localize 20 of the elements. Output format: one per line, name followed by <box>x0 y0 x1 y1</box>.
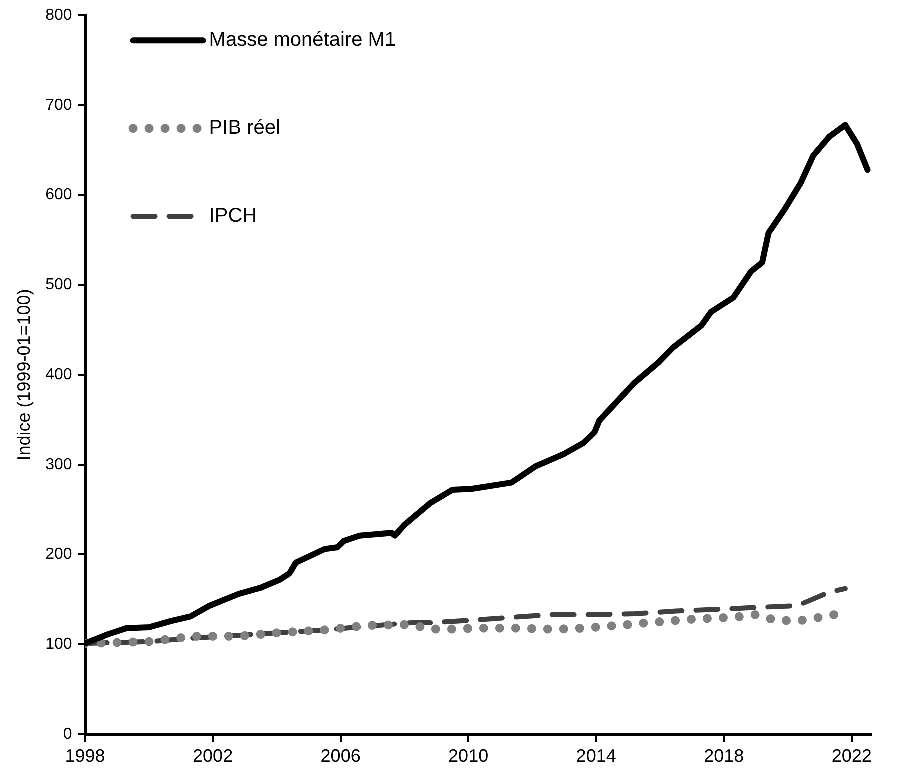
x-tick-label: 2014 <box>576 746 616 766</box>
legend-label: Masse monétaire M1 <box>209 29 396 52</box>
legend-label: IPCH <box>209 205 258 228</box>
y-tick-label: 600 <box>46 186 72 204</box>
x-tick-label: 2018 <box>704 746 744 766</box>
y-tick-label: 0 <box>63 726 72 743</box>
x-tick-label: 2002 <box>193 746 234 766</box>
x-tick-label: 2022 <box>832 746 872 766</box>
y-tick-label: 500 <box>46 276 72 294</box>
x-tick-label: 1998 <box>65 746 106 766</box>
y-tick-label: 400 <box>46 366 72 384</box>
legend-label: PIB réel <box>209 117 280 140</box>
y-tick-label: 700 <box>46 96 72 114</box>
x-tick-label: 2010 <box>448 746 489 766</box>
x-tick-label: 2006 <box>320 746 361 766</box>
y-tick-label: 200 <box>46 546 72 564</box>
y-tick-label: 800 <box>46 7 72 24</box>
y-tick-label: 300 <box>46 456 72 474</box>
y-tick-label: 100 <box>46 636 72 653</box>
y-axis-title: Indice (1999-01=100) <box>14 289 34 461</box>
